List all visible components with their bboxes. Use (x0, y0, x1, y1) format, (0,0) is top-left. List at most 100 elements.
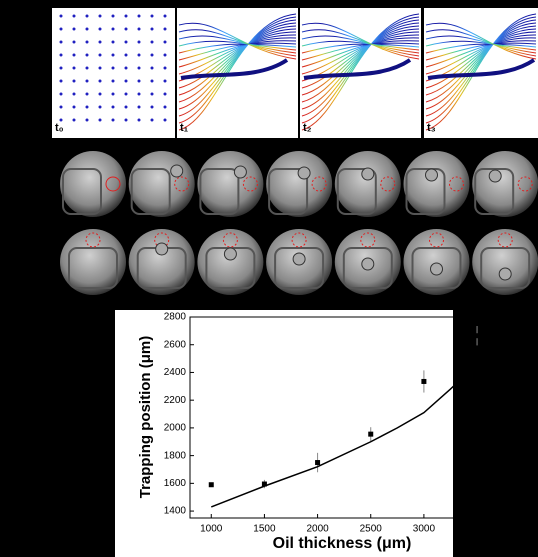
plot-frame (189, 316, 494, 519)
y-tick-label: 1400 (164, 506, 187, 517)
tracer-dot (150, 66, 154, 70)
plot: 1400 1600 1800 2000 2200 2400 2600 2800 1000 1500… (164, 312, 489, 535)
tracer-dot (59, 53, 63, 57)
streamline (301, 19, 420, 117)
tracer-dot (111, 14, 115, 18)
microscope-view (197, 229, 264, 295)
streamline (301, 40, 420, 68)
streamline (301, 13, 420, 131)
streamline (178, 31, 297, 89)
tracer-dot (59, 105, 63, 109)
panel-label: t₀ (55, 122, 64, 134)
tracer-dot (59, 27, 63, 31)
channel (268, 168, 309, 215)
droplet (425, 168, 438, 182)
droplet (223, 247, 237, 261)
tracer-dot (85, 14, 89, 18)
tracer-dot (72, 79, 76, 83)
tracer-dot (163, 27, 167, 31)
channel (68, 247, 118, 289)
streamline (425, 43, 537, 54)
channel (336, 168, 377, 215)
tracer-dot (124, 79, 128, 83)
tracer-dot (98, 66, 102, 70)
streamline (301, 40, 420, 51)
tracer-dot (85, 40, 89, 44)
fit-line (210, 363, 478, 508)
droplet (292, 252, 306, 266)
target-ring (311, 176, 327, 192)
x-tick-label: 3000 (413, 524, 436, 535)
streamline (178, 22, 297, 110)
x-tick-label: 1000 (200, 524, 223, 535)
tracer-dot (59, 79, 63, 83)
tracer-dot (137, 105, 141, 109)
microscope-view (472, 229, 538, 295)
target-ring (429, 232, 444, 248)
microscope-view (472, 151, 538, 217)
tracer-dot (59, 40, 63, 44)
streamline (425, 13, 537, 131)
tracer-dot (163, 105, 167, 109)
tracer-dot (85, 118, 89, 122)
panel-label: t₂ (303, 122, 312, 134)
tracer-dot (137, 14, 141, 18)
tracer-dot (124, 27, 128, 31)
flow-panel (52, 8, 175, 138)
microscope-view (60, 229, 126, 295)
streamline (178, 16, 297, 124)
tracer-dot (59, 14, 63, 18)
droplet (297, 166, 311, 180)
channel (62, 168, 102, 215)
tracer-dot (150, 40, 154, 44)
tracer-dot (111, 53, 115, 57)
microscope-view (197, 151, 264, 217)
microscope-view (403, 151, 470, 217)
tracer-dot (150, 92, 154, 96)
tracer-dot (137, 79, 141, 83)
streamline (425, 22, 537, 110)
data-point (315, 460, 321, 466)
tracer-dot (124, 53, 128, 57)
tracer-dot (72, 118, 76, 122)
microscope-view (128, 229, 195, 295)
target-ring (449, 176, 464, 192)
tracer-dot (98, 92, 102, 96)
tracer-dot (72, 105, 76, 109)
streamline (425, 16, 537, 124)
data-point (368, 431, 374, 437)
channel (480, 247, 531, 289)
tracer-dot (163, 118, 167, 122)
tracer-dot (137, 27, 141, 31)
microscope-view (403, 229, 470, 295)
microscope-view (60, 151, 126, 217)
streamline (425, 25, 537, 103)
target-ring (380, 176, 396, 192)
tracer-dot (111, 66, 115, 70)
tracer-dot (111, 118, 115, 122)
channel (199, 168, 240, 215)
y-tick-label: 2600 (164, 339, 187, 350)
tracer-dot (111, 92, 115, 96)
tracer-dot (150, 14, 154, 18)
droplet (488, 169, 502, 183)
streamline (425, 42, 537, 61)
tracer-dot (163, 92, 167, 96)
streamline (301, 35, 420, 54)
streamline (425, 40, 537, 68)
streamline (301, 22, 420, 110)
streamline (178, 40, 297, 51)
streamline (178, 43, 297, 54)
interface (427, 58, 536, 80)
streamline (178, 40, 297, 68)
tracer-dot (72, 40, 76, 44)
target-ring (222, 232, 238, 248)
tracer-dot (137, 92, 141, 96)
streamline (178, 42, 297, 61)
y-axis-label: Trapping position (μm) (137, 336, 154, 499)
interface (303, 58, 412, 80)
target-ring (360, 232, 376, 248)
data-point (261, 481, 267, 487)
tracer-dot (85, 66, 89, 70)
